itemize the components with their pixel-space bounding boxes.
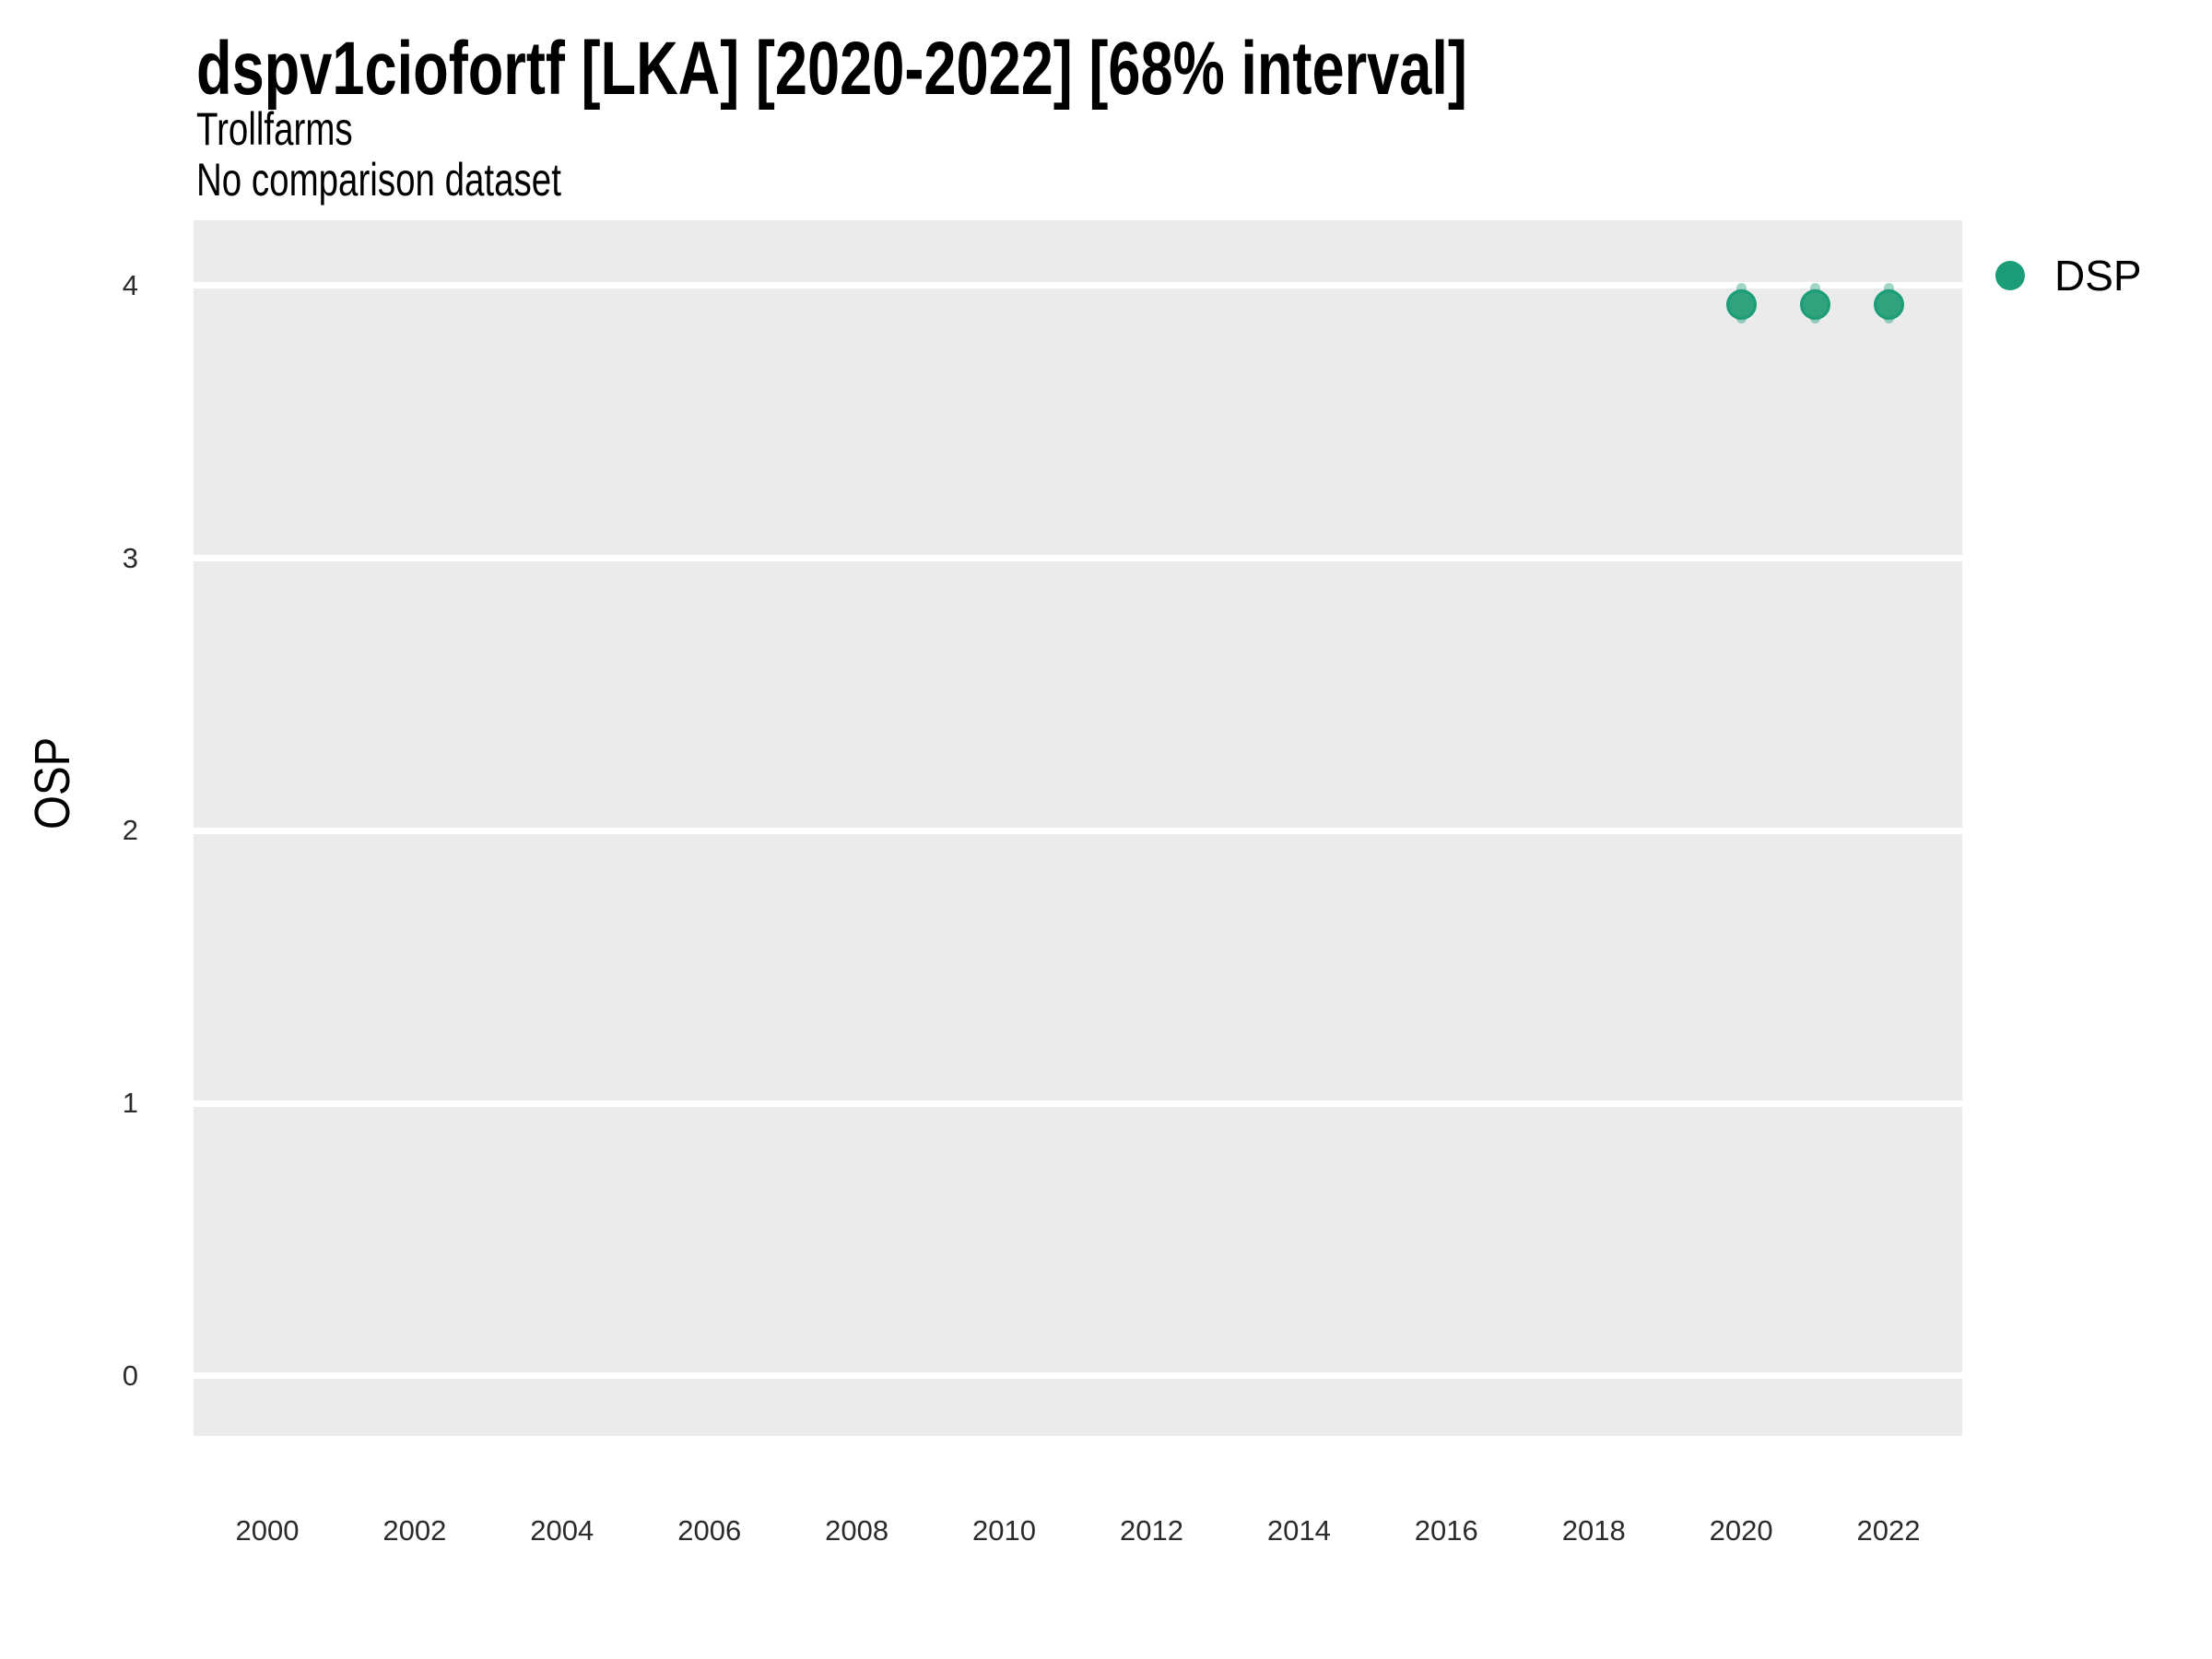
chart-subtitle: Trollfarms [196, 103, 353, 155]
comparison-note: No comparison dataset [196, 154, 561, 206]
data-point-2021 [1799, 289, 1830, 321]
plot-panel [194, 220, 1962, 1436]
y-tick-label-0: 0 [122, 1359, 138, 1392]
x-tick-label-2018: 2018 [1561, 1514, 1626, 1547]
legend-key-dot-icon [1995, 261, 2025, 290]
x-tick-label-2022: 2022 [1856, 1514, 1921, 1547]
x-tick-label-2012: 2012 [1119, 1514, 1183, 1547]
data-point-2022 [1873, 289, 1904, 321]
y-tick-label-2: 2 [122, 814, 138, 847]
x-tick-label-2014: 2014 [1266, 1514, 1331, 1547]
gridline-y-4 [194, 282, 1962, 289]
y-tick-label-1: 1 [122, 1087, 138, 1120]
x-tick-label-2006: 2006 [677, 1514, 742, 1547]
data-point-2020 [1725, 289, 1757, 321]
x-tick-label-2020: 2020 [1709, 1514, 1773, 1547]
x-tick-label-2010: 2010 [972, 1514, 1037, 1547]
x-tick-label-2008: 2008 [825, 1514, 889, 1547]
chart-title: dspv1ciofortf [LKA] [2020-2022] [68% int… [196, 27, 1467, 111]
y-tick-label-4: 4 [122, 268, 138, 301]
x-tick-label-2016: 2016 [1414, 1514, 1478, 1547]
legend-label-dsp: DSP [2054, 252, 2142, 300]
y-tick-label-3: 3 [122, 541, 138, 574]
x-tick-label-2000: 2000 [235, 1514, 300, 1547]
gridline-y-2 [194, 827, 1962, 834]
gridline-y-1 [194, 1100, 1962, 1107]
gridline-y-3 [194, 555, 1962, 562]
gridline-y-0 [194, 1372, 1962, 1380]
x-tick-label-2004: 2004 [530, 1514, 594, 1547]
legend: DSP [1995, 250, 2142, 301]
x-tick-label-2002: 2002 [382, 1514, 447, 1547]
